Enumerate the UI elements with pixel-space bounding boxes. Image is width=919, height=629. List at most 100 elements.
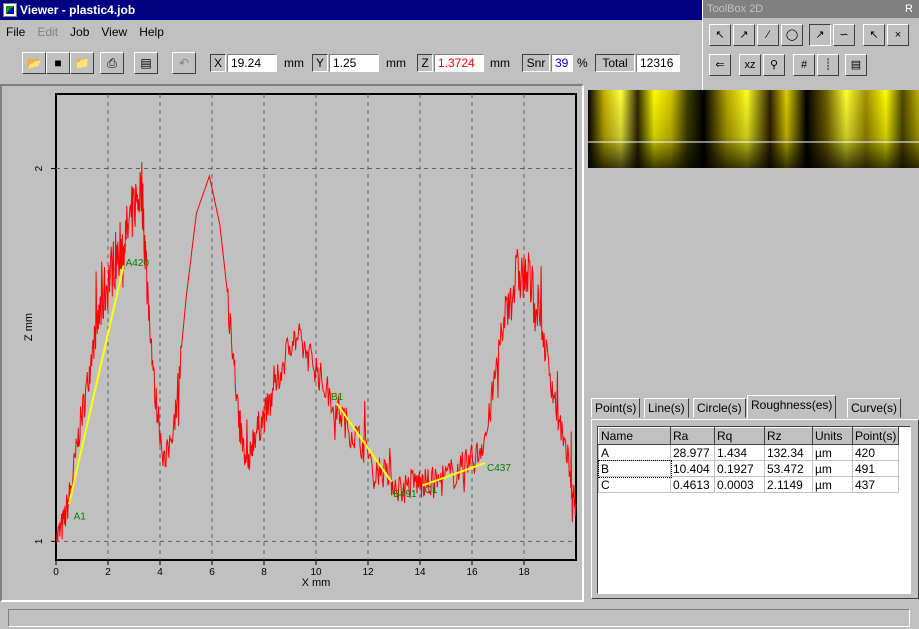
z-value-field[interactable]: 1.3724 <box>434 54 484 72</box>
calculator-icon[interactable]: ▤ <box>845 54 867 76</box>
table-cell: 132.34 <box>764 444 813 461</box>
table-cell: 28.977 <box>670 444 715 461</box>
z-unit: mm <box>490 56 510 70</box>
column-header-rq[interactable]: Rq <box>714 427 765 445</box>
extra-tool-icon[interactable]: × <box>887 24 909 46</box>
x-label: X <box>210 54 226 72</box>
multi-select-icon[interactable]: ↖ <box>863 24 885 46</box>
marker-label: C437 <box>487 463 511 474</box>
x-tick-label: 16 <box>466 567 478 578</box>
total-value-field[interactable]: 12316 <box>636 54 680 72</box>
table-cell: 53.472 <box>764 460 813 477</box>
print-icon[interactable]: ⎙ <box>100 52 124 74</box>
marker-label: B1 <box>331 392 344 403</box>
x-tick-label: 0 <box>53 567 59 578</box>
table-cell: 1.434 <box>714 444 765 461</box>
roughness-table[interactable]: Name Ra Rq Rz Units Point(s) A 28.977 1.434 132.… <box>597 426 911 594</box>
select-point-icon[interactable]: ↖ <box>709 24 731 46</box>
column-header-name[interactable]: Name <box>598 427 671 445</box>
menu-help[interactable]: Help <box>139 25 164 39</box>
x-unit: mm <box>284 56 304 70</box>
y-label: Y <box>312 54 328 72</box>
save-icon[interactable]: ■ <box>46 52 70 74</box>
intensity-thumbnail[interactable] <box>588 90 919 168</box>
properties-icon[interactable]: ▤ <box>134 52 158 74</box>
tab-circles[interactable]: Circle(s) <box>693 398 746 418</box>
table-cell: 0.1927 <box>714 460 765 477</box>
x-axis-label: X mm <box>302 577 331 589</box>
draw-line-icon[interactable]: ∕ <box>757 24 779 46</box>
title-bar[interactable]: Viewer - plastic4.job <box>0 0 702 20</box>
toolbox-2d: ToolBox 2D R ↖ ↗ ∕ ◯ ↗ ∽ ↖ × ⇐ xz ⚲ # ┊ ▤ <box>702 0 919 92</box>
table-cell: B <box>597 459 672 478</box>
undo-icon[interactable]: ↶ <box>172 52 196 74</box>
roughness-fit-line <box>335 402 393 483</box>
column-header-units[interactable]: Units <box>812 427 853 445</box>
column-header-points[interactable]: Point(s) <box>851 427 900 445</box>
main-toolbar: 📂 ■ 📁 ⎙ ▤ ↶ X 19.24 mm Y 1.25 mm Z 1.372… <box>0 48 702 76</box>
profile-plot-panel[interactable]: 0 2 4 6 8 10 12 14 16 18 1 2 X mm Z mm A1 A420 B1 B491 C1 C… <box>0 84 584 602</box>
x-tick-label: 4 <box>157 567 163 578</box>
y-value-field[interactable]: 1.25 <box>329 54 379 72</box>
status-bar <box>0 607 919 629</box>
marker-label: B491 <box>393 489 417 500</box>
menu-bar: File Edit Job View Help <box>0 22 702 42</box>
x-tick-label: 6 <box>209 567 215 578</box>
toolbox-title[interactable]: ToolBox 2D R <box>703 0 919 18</box>
intensity-image <box>588 90 919 168</box>
menu-view[interactable]: View <box>101 25 128 39</box>
roughness-panel: Name Ra Rq Rz Units Point(s) A 28.977 1.434 132.… <box>591 419 919 599</box>
roughness-tool-icon[interactable]: ↗ <box>809 24 831 46</box>
table-row[interactable]: C 0.4613 0.0003 2.1149 µm 437 <box>598 476 900 493</box>
marker-label: C1 <box>425 485 438 496</box>
menu-edit[interactable]: Edit <box>37 25 59 39</box>
x-tick-label: 12 <box>362 567 374 578</box>
table-cell: 0.0003 <box>714 476 765 493</box>
table-row[interactable]: B 10.404 0.1927 53.472 µm 491 <box>597 459 900 478</box>
column-header-ra[interactable]: Ra <box>670 427 715 445</box>
zoom-icon[interactable]: ⚲ <box>763 54 785 76</box>
y-tick-label: 1 <box>34 538 45 544</box>
tab-points[interactable]: Point(s) <box>591 398 641 418</box>
x-tick-label: 18 <box>518 567 530 578</box>
axis-icon[interactable]: ┊ <box>817 54 839 76</box>
app-icon[interactable] <box>3 3 17 17</box>
window-title: Viewer - plastic4.job <box>20 3 136 17</box>
column-header-rz[interactable]: Rz <box>764 427 813 445</box>
tab-lines[interactable]: Line(s) <box>644 398 689 418</box>
snr-value-field[interactable]: 39 <box>551 54 573 72</box>
x-tick-label: 2 <box>105 567 111 578</box>
roughness-fit-line <box>422 462 486 487</box>
table-cell: 2.1149 <box>764 476 813 493</box>
table-cell: A <box>598 444 671 461</box>
grid-icon[interactable]: # <box>793 54 815 76</box>
status-pane <box>8 609 910 627</box>
xz-view-icon[interactable]: xz <box>739 54 761 76</box>
table-cell: C <box>598 476 671 493</box>
roughness-fit-line <box>68 265 125 505</box>
snr-unit: % <box>577 56 588 70</box>
tab-curves[interactable]: Curve(s) <box>847 398 902 418</box>
x-tick-label: 10 <box>310 567 322 578</box>
draw-circle-icon[interactable]: ◯ <box>781 24 803 46</box>
table-cell: 0.4613 <box>670 476 715 493</box>
table-cell: 491 <box>851 460 900 477</box>
open-folder-icon[interactable]: 📂 <box>22 52 46 74</box>
menu-file[interactable]: File <box>6 25 26 39</box>
back-arrow-icon[interactable]: ⇐ <box>709 54 731 76</box>
menu-job[interactable]: Job <box>70 25 90 39</box>
tab-roughness[interactable]: Roughness(es) <box>747 395 837 419</box>
x-tick-label: 8 <box>261 567 267 578</box>
y-tick-label: 2 <box>34 165 45 171</box>
table-cell: µm <box>812 476 853 493</box>
z-label: Z <box>417 54 433 72</box>
x-tick-label: 14 <box>414 567 426 578</box>
curve-tool-icon[interactable]: ∽ <box>833 24 855 46</box>
open-file-icon[interactable]: 📁 <box>70 52 94 74</box>
table-row[interactable]: A 28.977 1.434 132.34 µm 420 <box>598 444 900 461</box>
x-value-field[interactable]: 19.24 <box>227 54 277 72</box>
select-line-icon[interactable]: ↗ <box>733 24 755 46</box>
marker-label: A1 <box>74 511 87 522</box>
